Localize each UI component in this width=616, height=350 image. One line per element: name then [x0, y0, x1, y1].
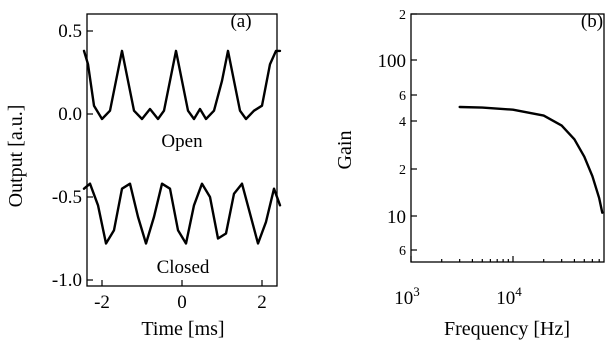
panel-a-label: (a): [230, 11, 251, 32]
panel-a: 0.5 0.0 -0.5 -1.0 -2 0 2 (a) Open Closed Time…: [5, 11, 282, 340]
panel-b-y-axis-label: Gain: [334, 131, 356, 170]
panel-b-y-tick-label: 2: [399, 163, 406, 178]
panel-b-y-tick-label: 10: [387, 207, 406, 228]
panel-b-x-tick-label: 104: [496, 284, 522, 309]
panel-a-y-ticks: 0.5 0.0 -0.5 -1.0: [52, 21, 93, 291]
series-open-line: [82, 49, 282, 121]
panel-a-x-ticks: -2 0 2: [94, 280, 267, 313]
panel-a-x-axis-label: Time [ms]: [141, 318, 224, 340]
panel-a-y-tick-label: -1.0: [52, 270, 82, 291]
panel-b-y-tick-label: 6: [399, 244, 406, 259]
panel-a-series: [82, 49, 282, 245]
panel-b-y-tick-label: 100: [378, 51, 407, 72]
panel-b-y-ticks: 2 100 6 4 2 10 6: [378, 8, 417, 259]
panel-a-y-tick-label: 0.0: [58, 104, 82, 125]
panel-b-y-tick-label: 6: [399, 89, 406, 104]
panel-b-axes: [410, 13, 605, 263]
panel-a-x-tick-label: 0: [177, 292, 187, 313]
panel-b-y-tick-label: 4: [399, 115, 406, 130]
annotation-open: Open: [161, 131, 203, 152]
panel-a-x-tick-label: 2: [257, 292, 267, 313]
panel-a-x-tick-label: -2: [94, 292, 110, 313]
annotation-closed: Closed: [157, 257, 210, 278]
panel-b-x-ticks: 103 104: [394, 256, 600, 309]
series-gain-line: [458, 105, 604, 214]
series-closed-line: [82, 182, 282, 245]
panel-b-label: (b): [581, 11, 603, 32]
panel-b-x-axis-label: Frequency [Hz]: [444, 318, 570, 340]
panel-b-y-tick-label: 2: [399, 8, 406, 23]
panel-a-y-tick-label: 0.5: [58, 21, 82, 42]
panel-a-y-tick-label: -0.5: [52, 187, 82, 208]
panel-b-x-tick-label: 103: [394, 284, 420, 309]
panel-a-y-axis-label: Output [a.u.]: [5, 105, 27, 208]
panel-b: 2 100 6 4 2 10 6 103 104 (b) Frequency [Hz] Gai…: [334, 8, 605, 340]
panel-b-series: [458, 105, 604, 214]
